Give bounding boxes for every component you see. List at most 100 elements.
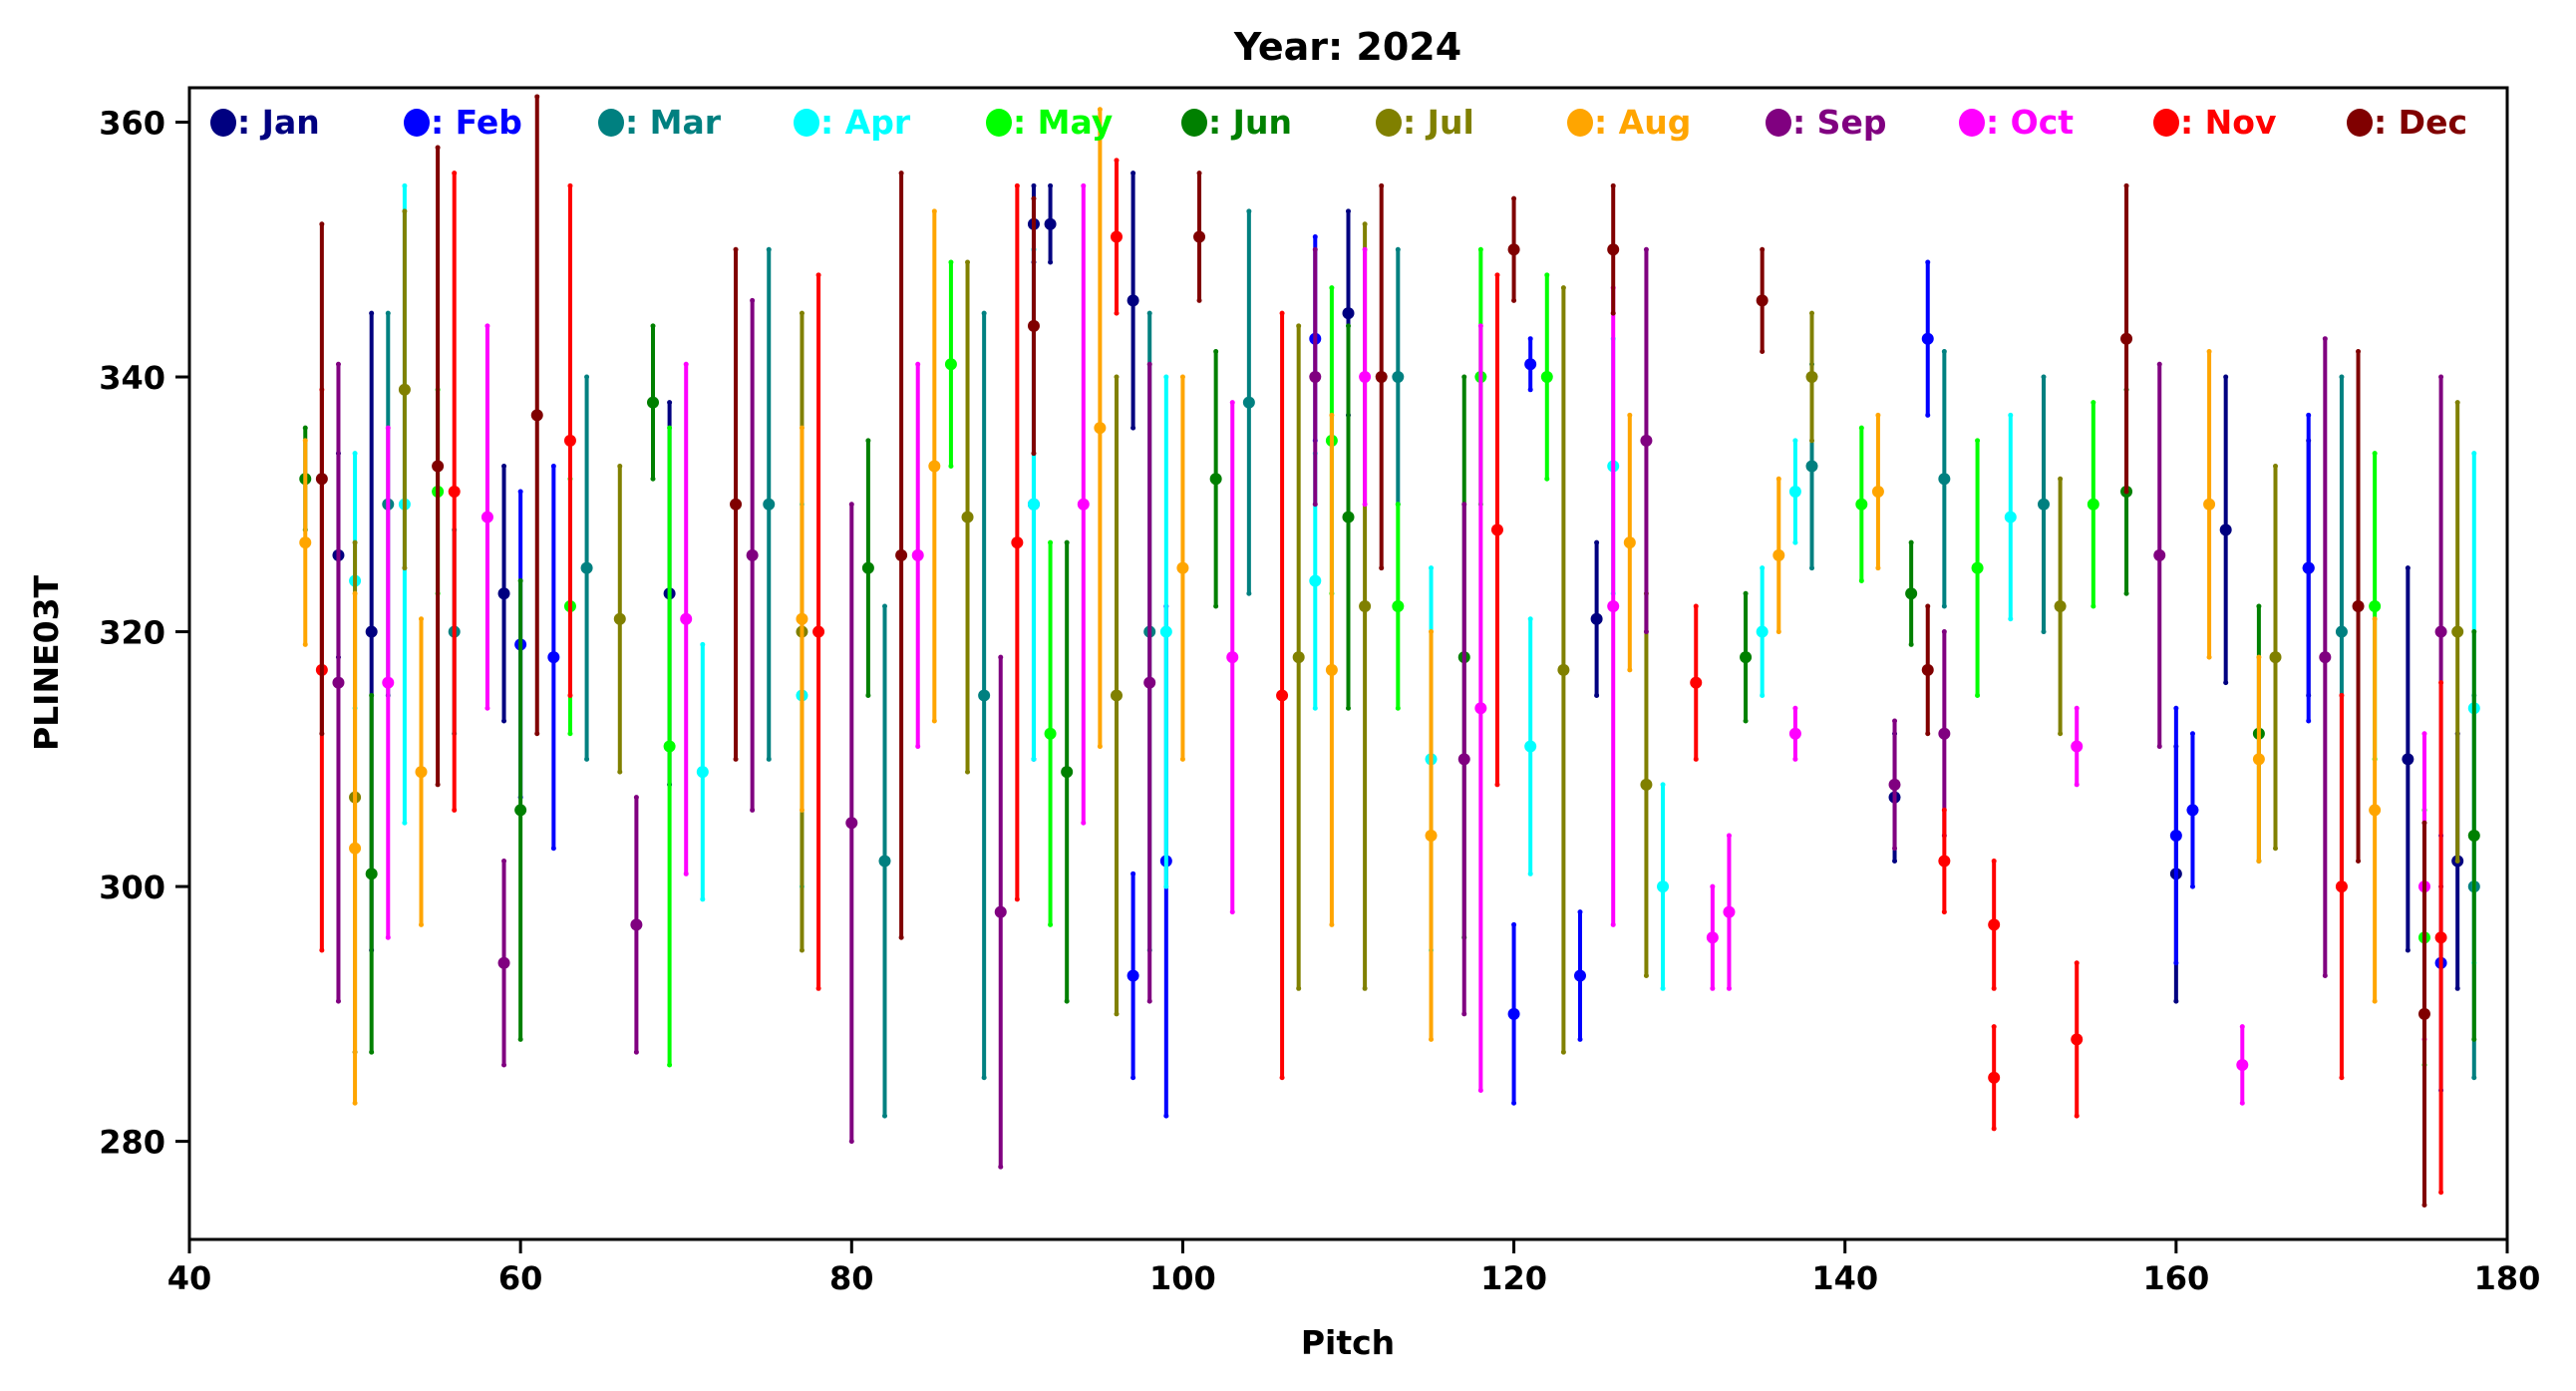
error-cap bbox=[1560, 285, 1566, 291]
legend-label: : Oct bbox=[1986, 103, 2074, 142]
error-cap bbox=[2223, 680, 2229, 686]
data-point bbox=[349, 842, 362, 855]
data-point bbox=[978, 689, 991, 702]
error-cap bbox=[1395, 246, 1401, 252]
error-cap bbox=[931, 718, 937, 724]
data-point bbox=[1756, 625, 1769, 638]
error-cap bbox=[1296, 323, 1302, 329]
error-cap bbox=[1991, 859, 1997, 865]
x-tick-label: 60 bbox=[498, 1259, 543, 1297]
legend-item-oct: : Oct bbox=[1959, 103, 2074, 142]
y-tick-label: 340 bbox=[99, 359, 165, 397]
error-cap bbox=[1395, 502, 1401, 508]
error-cap bbox=[633, 1049, 639, 1055]
error-cap bbox=[1312, 233, 1318, 239]
series-oct bbox=[382, 182, 2430, 1106]
data-point bbox=[1507, 1007, 1520, 1020]
error-cap bbox=[700, 641, 706, 647]
x-tick-label: 100 bbox=[1149, 1259, 1216, 1297]
error-cap bbox=[2074, 782, 2080, 788]
data-point bbox=[2252, 753, 2265, 766]
data-point bbox=[1640, 778, 1653, 791]
data-point bbox=[365, 868, 378, 880]
data-point bbox=[530, 409, 543, 422]
error-cap bbox=[2339, 692, 2345, 698]
data-point bbox=[1723, 905, 1736, 918]
error-cap bbox=[750, 297, 756, 303]
data-point bbox=[398, 383, 411, 396]
legend-item-aug: : Aug bbox=[1567, 103, 1691, 142]
data-point bbox=[2219, 523, 2232, 536]
data-point bbox=[2203, 498, 2216, 511]
legend-marker bbox=[1181, 109, 1207, 137]
error-cap bbox=[501, 1062, 507, 1068]
error-cap bbox=[2273, 846, 2278, 852]
data-point bbox=[878, 855, 891, 868]
error-cap bbox=[319, 947, 325, 953]
error-cap bbox=[1329, 412, 1335, 418]
legend-item-apr: : Apr bbox=[794, 103, 911, 142]
error-cap bbox=[352, 539, 358, 545]
error-cap bbox=[2356, 348, 2362, 354]
error-cap bbox=[1809, 438, 1814, 444]
data-point bbox=[332, 676, 345, 689]
error-cap bbox=[766, 246, 772, 252]
error-cap bbox=[584, 374, 590, 380]
error-cap bbox=[1792, 438, 1798, 444]
error-cap bbox=[319, 731, 325, 737]
error-cap bbox=[2123, 182, 2129, 188]
error-cap bbox=[1329, 285, 1335, 291]
legend-marker bbox=[2347, 109, 2373, 137]
error-cap bbox=[567, 731, 573, 737]
error-cap bbox=[1892, 846, 1898, 852]
error-cap bbox=[1114, 1011, 1120, 1017]
error-cap bbox=[2173, 705, 2179, 711]
data-point bbox=[1574, 969, 1586, 982]
x-axis: 40 60 80 100 120 140 160 180 bbox=[167, 1239, 2540, 1297]
error-cap bbox=[402, 208, 408, 214]
error-cap bbox=[799, 425, 805, 431]
error-cap bbox=[385, 934, 391, 940]
error-cap bbox=[1031, 182, 1037, 188]
legend-marker bbox=[1959, 109, 1985, 137]
error-cap bbox=[419, 921, 424, 927]
data-point bbox=[680, 612, 693, 625]
legend: : Jan: Feb: Mar: Apr: May: Jun: Jul: Aug… bbox=[210, 103, 2467, 142]
series-aug bbox=[299, 107, 2382, 1106]
legend-label: : Feb bbox=[431, 103, 522, 142]
data-point bbox=[1193, 230, 1206, 243]
data-point bbox=[2434, 931, 2447, 944]
series-dec bbox=[315, 94, 2430, 1209]
error-cap bbox=[517, 577, 523, 583]
data-point bbox=[2319, 651, 2332, 664]
error-cap bbox=[501, 463, 507, 469]
error-cap bbox=[948, 463, 954, 469]
data-point bbox=[1276, 689, 1289, 702]
error-cap bbox=[1429, 565, 1435, 571]
error-cap bbox=[1660, 782, 1666, 788]
error-cap bbox=[2273, 463, 2278, 469]
data-point bbox=[1111, 230, 1123, 243]
error-cap bbox=[1693, 603, 1699, 609]
error-cap bbox=[1048, 259, 1054, 265]
error-cap bbox=[1760, 246, 1766, 252]
data-point bbox=[2087, 498, 2099, 511]
data-point bbox=[1988, 1071, 2001, 1084]
data-point bbox=[2417, 1007, 2430, 1020]
y-tick-label: 300 bbox=[99, 869, 165, 906]
error-cap bbox=[981, 1075, 987, 1081]
error-cap bbox=[1610, 921, 1616, 927]
data-point bbox=[928, 460, 941, 473]
y-tick-label: 320 bbox=[99, 614, 165, 652]
error-cap bbox=[1511, 195, 1517, 201]
error-cap bbox=[1941, 603, 1947, 609]
error-cap bbox=[1743, 718, 1749, 724]
error-cap bbox=[1146, 310, 1152, 316]
error-cap bbox=[1395, 705, 1401, 711]
data-point bbox=[1756, 294, 1769, 307]
error-cap bbox=[2421, 1203, 2427, 1209]
data-point bbox=[497, 956, 510, 969]
error-cap bbox=[2372, 616, 2378, 622]
error-cap bbox=[385, 310, 391, 316]
error-cap bbox=[2438, 374, 2444, 380]
